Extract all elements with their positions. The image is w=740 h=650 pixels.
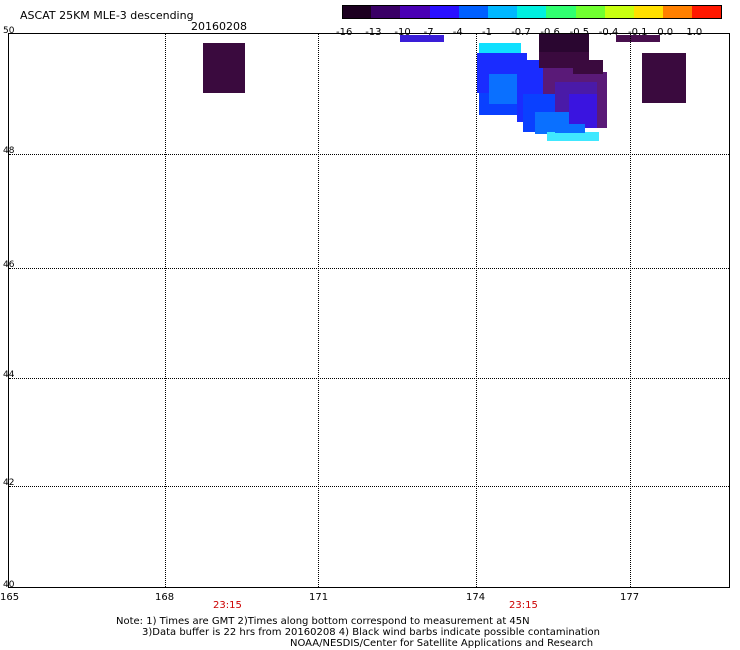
gridline-42 (9, 486, 729, 487)
colorbar-label: -0.1 (628, 27, 648, 38)
colorbar-label: -1 (482, 27, 492, 38)
legend-swatch-purple-blue (400, 35, 444, 42)
colorbar-label: -0.5 (569, 27, 590, 38)
colorbar-segment (663, 5, 693, 19)
colorbar-label: -0.7 (511, 27, 531, 38)
gridline-44 (9, 378, 729, 379)
colorbar-segment (575, 5, 606, 19)
x-label-177: 177 (620, 592, 640, 603)
colorbar-frame (342, 5, 722, 19)
colorbar-segment (517, 5, 547, 19)
gridline-48 (9, 154, 729, 155)
colorbar-label: 0.0 (657, 27, 674, 38)
map-plot-area (8, 33, 730, 588)
colorbar-segment (634, 5, 664, 19)
note-line-1: Note: 1) Times are GMT 2)Times along bot… (116, 616, 530, 627)
data-patch (597, 72, 607, 128)
colorbar-label: -10 (394, 27, 411, 38)
y-label-48: 48 (3, 146, 15, 156)
colorbar-segment (458, 5, 489, 19)
colorbar-segment (429, 5, 460, 19)
gridline-177 (630, 34, 631, 587)
time-label-1: 23:15 (213, 600, 242, 611)
y-label-50: 50 (3, 26, 15, 36)
note-line-3: NOAA/NESDIS/Center for Satellite Applica… (290, 638, 594, 649)
data-patch (479, 43, 521, 53)
y-label-46: 46 (3, 260, 15, 270)
legend-swatch-dark-purple (616, 35, 660, 42)
x-label-168: 168 (155, 592, 175, 603)
data-patch (642, 53, 686, 103)
colorbar-label: -0.4 (598, 27, 619, 38)
colorbar-segment (400, 5, 431, 19)
data-patch (203, 43, 245, 93)
colorbar-label: 1.0 (686, 27, 703, 38)
x-label-174: 174 (466, 592, 486, 603)
data-patch (547, 132, 599, 141)
map-date: 20160208 (191, 20, 247, 33)
map-title: ASCAT 25KM MLE-3 descending (20, 9, 194, 22)
gridline-174 (476, 34, 477, 587)
y-label-44: 44 (3, 370, 15, 380)
x-label-171: 171 (309, 592, 329, 603)
colorbar-label: -0.6 (540, 27, 560, 38)
gridline-168 (165, 34, 166, 587)
colorbar-label: -7 (423, 27, 434, 38)
colorbar-segment (546, 5, 577, 19)
colorbar-segment (342, 5, 372, 19)
colorbar-segment (692, 5, 723, 19)
colorbar: -16 -13 -10 -7 -4 -1 -0.7 -0.6 -0.5 -0.4 -0.1 0.0 1.… (336, 0, 724, 42)
gridline-46 (9, 268, 729, 269)
note-line-2: 3)Data buffer is 22 hrs from 20160208 4)… (142, 627, 600, 638)
colorbar-segment (371, 5, 401, 19)
colorbar-label: -16 (336, 27, 353, 38)
colorbar-label: -4 (452, 27, 463, 38)
colorbar-label: -13 (365, 27, 382, 38)
x-label-165: 165 (0, 592, 20, 603)
y-label-42: 42 (3, 478, 15, 488)
colorbar-segment (604, 5, 635, 19)
data-patch (489, 74, 519, 104)
time-label-2: 23:15 (509, 600, 538, 611)
y-label-40: 40 (3, 580, 15, 590)
gridline-171 (318, 34, 319, 587)
colorbar-segment (488, 5, 518, 19)
data-patch (573, 60, 603, 74)
data-patch (555, 124, 585, 133)
